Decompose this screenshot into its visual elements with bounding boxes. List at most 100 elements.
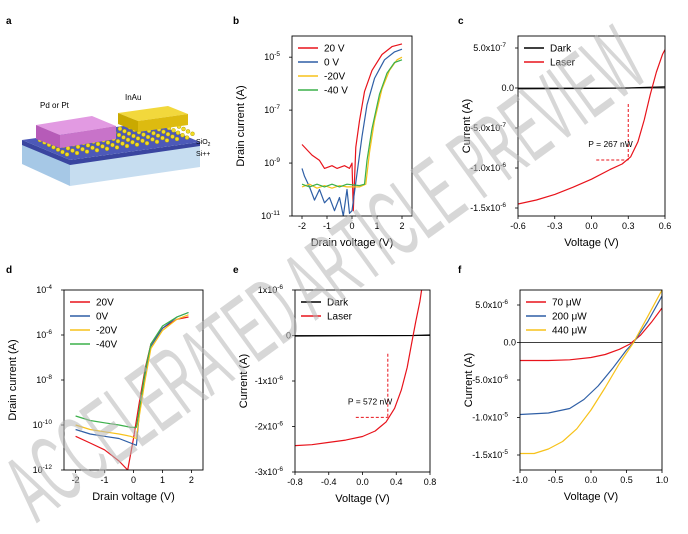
- panel-label-e: e: [233, 265, 239, 276]
- y-tick-label: 10-11: [261, 210, 280, 221]
- nanowire: [170, 134, 175, 139]
- y-tick-label: -1.5x10-6: [470, 202, 506, 213]
- series-line-440-μW: [520, 290, 662, 455]
- nanowire: [120, 141, 125, 146]
- nanowire: [60, 149, 65, 155]
- series-line-70-μW: [520, 307, 662, 362]
- nanowire: [122, 128, 127, 134]
- series-line--40-V: [301, 59, 403, 188]
- y-tick-label: -5.0x10-6: [472, 374, 508, 385]
- y-tick-label: -1.0x10-6: [470, 162, 506, 173]
- panel-label-f: f: [458, 265, 462, 276]
- legend-entry: 440 μW: [552, 326, 587, 337]
- panel-label-c: c: [458, 16, 464, 27]
- y-tick-label: 10-10: [33, 419, 53, 430]
- x-tick-label: -2: [72, 475, 80, 485]
- x-tick-label: 1: [160, 475, 165, 485]
- x-tick-label: 0: [131, 475, 136, 485]
- x-tick-label: 0.6: [659, 221, 672, 231]
- series-line-0-V: [301, 48, 403, 216]
- x-tick-label: 0.0: [585, 221, 598, 231]
- x-tick-label: 0.0: [585, 475, 598, 485]
- x-tick-label: -2: [298, 221, 306, 231]
- chart-f: -1.0 -0.5 0.0 0.5 1.0 -1.5x10-5 -1.0x10-5 -5.0x…: [463, 289, 668, 503]
- nanowire: [55, 147, 61, 152]
- legend-entry: -40 V: [324, 86, 348, 97]
- nanowire: [165, 131, 171, 137]
- y-tick-label: 10-6: [36, 329, 52, 340]
- y-axis-label: Current (A): [463, 353, 475, 407]
- y-tick-label: -2x10-6: [255, 421, 284, 432]
- x-tick-label: -1: [101, 475, 109, 485]
- x-axis-label: Drain voltage (V): [311, 237, 394, 249]
- x-tick-label: -1: [323, 221, 331, 231]
- y-axis-label: Drain current (A): [235, 85, 247, 166]
- annotation-label: P = 267 nW: [588, 139, 633, 149]
- annotation-label: P = 572 nW: [348, 396, 393, 406]
- label-si: Si++: [196, 151, 210, 158]
- nanowire: [64, 152, 70, 157]
- nanowire: [95, 141, 101, 147]
- series-line-Dark: [295, 334, 430, 337]
- label-sio2: SiO2: [196, 139, 211, 148]
- x-axis-label: Drain voltage (V): [92, 491, 175, 503]
- device-schematic: Pd or Pt InAu SiO2 Si++: [22, 93, 211, 186]
- x-tick-label: -0.8: [287, 477, 303, 487]
- panel-label-d: d: [6, 265, 12, 276]
- legend-entry: 20V: [96, 298, 114, 309]
- nanowire: [181, 126, 186, 132]
- y-tick-label: -1.0x10-5: [472, 412, 508, 423]
- y-tick-label: 10-4: [36, 284, 52, 295]
- nanowire: [161, 129, 166, 135]
- right-contact-front: [118, 113, 138, 132]
- series-line-20-V: [301, 43, 403, 212]
- nanowire: [174, 136, 180, 142]
- panel-label-b: b: [233, 16, 239, 27]
- x-tick-label: -0.3: [547, 221, 563, 231]
- y-tick-label: 0.0: [501, 83, 514, 93]
- nanowire: [105, 140, 111, 145]
- x-tick-label: 2: [189, 475, 194, 485]
- nanowire: [84, 149, 90, 154]
- legend-entry: 0 V: [324, 58, 339, 69]
- y-tick-label: 10-8: [36, 374, 52, 385]
- nanowire: [164, 138, 170, 143]
- left-contact-top: [36, 116, 116, 135]
- nanowire: [126, 131, 132, 136]
- x-tick-label: 1: [374, 221, 379, 231]
- nanowire: [190, 131, 195, 137]
- nanowire: [154, 139, 160, 145]
- nanowire: [100, 144, 105, 149]
- nanowire: [75, 144, 81, 150]
- nanowire: [141, 132, 146, 137]
- chart-b: -2 -1 0 1 2 10-11 10-9 10-7 10-5 Drain voltage (V…: [235, 35, 413, 249]
- nanowire: [125, 137, 131, 143]
- x-tick-label: 0.0: [356, 477, 369, 487]
- x-tick-label: -1.0: [512, 475, 528, 485]
- x-axis-label: Voltage (V): [335, 493, 389, 505]
- y-axis-label: Drain current (A): [7, 339, 19, 420]
- x-tick-label: -0.4: [321, 477, 337, 487]
- chart-e: P = 572 nW -0.8 -0.4 0.0 0.4 0.8 -3x10-6 -2x10-…: [238, 284, 436, 505]
- nanowire: [114, 145, 120, 150]
- y-tick-label: 10-5: [264, 51, 280, 62]
- x-tick-label: 0.3: [622, 221, 635, 231]
- x-tick-label: 0.8: [424, 477, 437, 487]
- oxide-layer: [22, 140, 200, 165]
- nanowire: [85, 143, 91, 148]
- nanowire: [131, 133, 136, 139]
- legend-entry: -40V: [96, 340, 117, 351]
- x-tick-label: 0.5: [620, 475, 633, 485]
- y-tick-label: -3x10-6: [255, 466, 284, 477]
- x-tick-label: -0.5: [548, 475, 564, 485]
- nanowire: [185, 129, 191, 134]
- nanowire: [140, 138, 145, 144]
- legend-entry: Dark: [550, 44, 572, 55]
- nanowire: [90, 145, 95, 151]
- left-contact-side: [60, 126, 116, 148]
- series-line--40V: [75, 311, 189, 428]
- series-line-200-μW: [520, 295, 662, 416]
- y-tick-label: -5.0x10-7: [470, 122, 506, 133]
- nanowire: [104, 146, 110, 152]
